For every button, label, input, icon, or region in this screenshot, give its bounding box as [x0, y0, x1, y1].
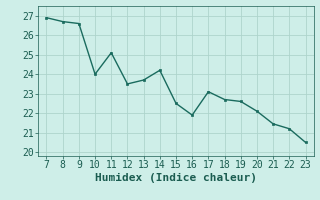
X-axis label: Humidex (Indice chaleur): Humidex (Indice chaleur)	[95, 173, 257, 183]
